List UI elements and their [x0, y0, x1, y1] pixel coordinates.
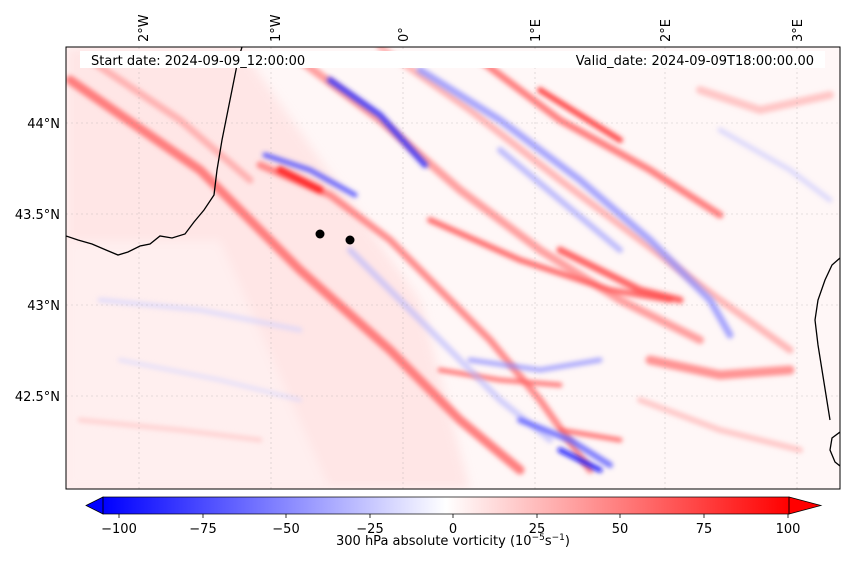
lon-tick-label: 3°E [791, 19, 806, 42]
start-date-label: Start date: 2024-09-09_12:00:00 [91, 54, 305, 69]
colorbar-tick-label: −100 [101, 522, 137, 537]
colorbar-tick-label: 50 [612, 522, 629, 537]
colorbar-tick-label: 100 [776, 522, 801, 537]
lon-tick-label: 0° [397, 27, 412, 42]
colorbar-tick-label: 75 [696, 522, 713, 537]
colorbar-body [103, 497, 789, 514]
lon-tick-label: 2°E [659, 19, 674, 42]
colorbar-title-unit: s [545, 534, 552, 549]
colorbar-extend-high [788, 496, 823, 515]
coastline-east-lower [829, 431, 840, 467]
lat-tick-label: 44°N [27, 117, 60, 132]
colorbar-title-main: 300 hPa absolute vorticity (10 [336, 534, 532, 549]
colorbar-title-exp1: −5 [532, 533, 545, 543]
colorbar-tick-label: −75 [189, 522, 216, 537]
lat-tick-label: 42.5°N [15, 390, 60, 405]
colorbar-tick-label: −25 [356, 522, 383, 537]
lon-tick-label: 1°E [529, 19, 544, 42]
longitude-labels: 2°W 1°W 0° 1°E 2°E 3°E [137, 14, 806, 42]
colorbar-tick-label: 25 [529, 522, 546, 537]
coastline-west [66, 47, 243, 256]
colorbar-title: 300 hPa absolute vorticity (10−5s−1) [336, 533, 570, 549]
valid-date-label: Valid_date: 2024-09-09T18:00:00.00 [576, 54, 814, 69]
lon-tick-label: 2°W [137, 14, 152, 42]
colorbar-title-end: ) [565, 534, 570, 549]
colorbar-tick-label: 0 [449, 522, 457, 537]
lat-tick-label: 43°N [27, 299, 60, 314]
vorticity-field: Start date: 2024-09-09_12:00:00 Valid_da… [66, 47, 840, 489]
location-marker-a [315, 229, 325, 239]
coastline-east [814, 257, 840, 421]
location-marker-b [345, 235, 355, 245]
graticule [66, 47, 840, 489]
colorbar-tick-label: −50 [272, 522, 299, 537]
map-frame [65, 46, 841, 490]
colorbar: −100 −75 −50 −25 0 25 50 75 100 300 hPa … [85, 496, 823, 549]
colorbar-extend-low [85, 496, 104, 515]
lat-tick-label: 43.5°N [15, 208, 60, 223]
colorbar-title-exp2: −1 [552, 533, 565, 543]
latitude-labels: 44°N 43.5°N 43°N 42.5°N [15, 117, 60, 405]
lon-tick-label: 1°W [269, 14, 284, 42]
